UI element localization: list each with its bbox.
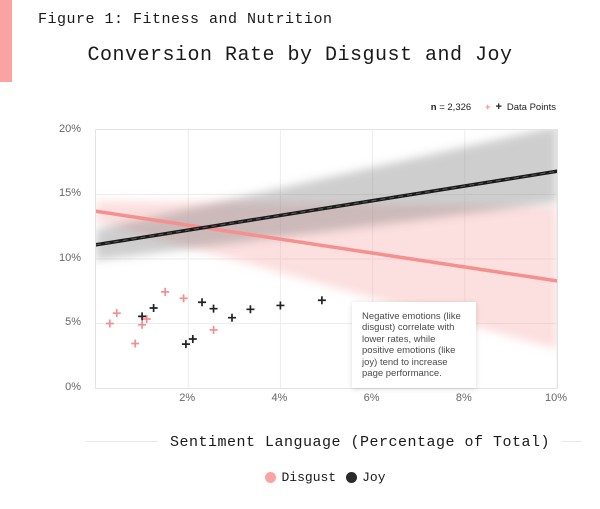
x-tick-label: 6% (363, 392, 380, 404)
sample-size-n: n = 2,326 (430, 101, 472, 113)
accent-bar (0, 0, 12, 82)
x-tick-label: 2% (179, 392, 196, 404)
sample-size-legend: n = 2,326 + + Data Points (431, 101, 556, 113)
x-tick-label: 10% (544, 392, 568, 404)
legend-label-joy: Joy (362, 470, 386, 485)
y-axis-ticks: 0% 5% 10% 15% 20% (40, 123, 88, 393)
y-tick-label: 20% (58, 122, 81, 135)
annotation-box: Negative emotions (like disgust) correla… (352, 302, 476, 389)
plot-area (95, 129, 558, 389)
y-tick-label: 10% (58, 251, 81, 264)
x-axis-label: Sentiment Language (Percentage of Total) (157, 434, 563, 451)
legend-item-disgust: Disgust (265, 470, 336, 485)
legend-item-joy: Joy (346, 470, 386, 485)
data-points-label: Data Points (506, 101, 556, 113)
figure-label: Figure 1: Fitness and Nutrition (38, 11, 333, 28)
x-tick-label: 8% (455, 392, 472, 404)
y-tick-label: 0% (65, 380, 81, 393)
legend-label-disgust: Disgust (281, 470, 337, 485)
joy-dot-icon (346, 472, 358, 483)
disgust-dot-icon (265, 472, 277, 483)
x-axis-ticks: 2% 4% 6% 8% 10% (95, 392, 567, 408)
pink-plus-icon: + (485, 102, 491, 112)
chart-canvas (96, 130, 557, 388)
series-legend: Disgust Joy (95, 470, 556, 485)
y-tick-label: 15% (58, 187, 81, 199)
black-plus-icon: + (495, 101, 502, 113)
x-tick-label: 4% (271, 392, 288, 404)
y-tick-label: 5% (65, 316, 81, 328)
chart-title: Conversion Rate by Disgust and Joy (87, 44, 513, 67)
